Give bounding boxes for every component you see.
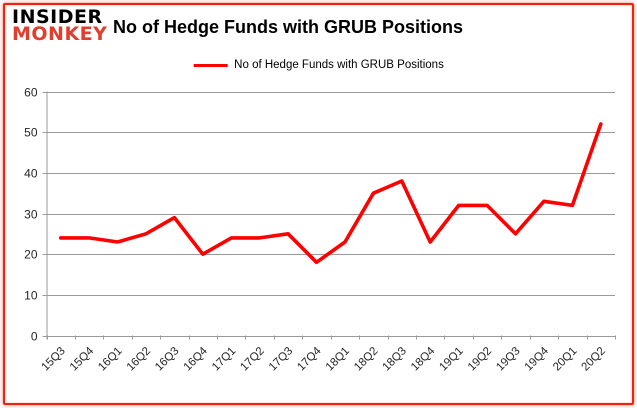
x-tick-label: 19Q1 (437, 345, 465, 373)
x-axis-labels: 15Q3 15Q4 16Q1 16Q2 16Q3 16Q4 17Q1 17Q2 17Q3 17Q4… (39, 345, 607, 374)
x-tick-label: 16Q1 (96, 345, 124, 373)
gridlines (42, 92, 615, 337)
x-tick-label: 19Q2 (466, 345, 494, 373)
x-tick-label: 17Q1 (210, 345, 238, 373)
x-tick-label: 19Q4 (523, 345, 552, 374)
y-tick-label: 0 (31, 330, 38, 344)
x-tick-label: 20Q1 (551, 345, 579, 373)
insider-monkey-logo: INSIDER MONKEY (12, 6, 108, 46)
x-tick-label: 18Q3 (381, 345, 409, 373)
legend-line-swatch (193, 63, 228, 67)
x-tick-label: 16Q4 (182, 345, 211, 374)
y-tick-label: 50 (24, 126, 38, 140)
legend-label: No of Hedge Funds with GRUB Positions (234, 59, 444, 71)
logo-line-insider: INSIDER (12, 6, 103, 28)
x-tick-label: 20Q2 (580, 345, 608, 373)
x-tick-label: 17Q3 (267, 345, 295, 373)
y-tick-label: 40 (24, 167, 38, 181)
x-tick-label: 16Q3 (153, 345, 181, 373)
x-tick-label: 16Q2 (125, 345, 153, 373)
y-tick-label: 20 (24, 248, 38, 262)
x-tick-label: 17Q2 (238, 345, 266, 373)
chart-title: No of Hedge Funds with GRUB Positions (113, 17, 463, 37)
x-tick-label: 18Q1 (324, 345, 352, 373)
y-tick-label: 30 (24, 208, 38, 222)
x-tick-label: 15Q3 (39, 345, 67, 373)
x-axis-ticks (47, 335, 616, 340)
x-tick-label: 15Q4 (68, 345, 97, 374)
logo-line-monkey: MONKEY (12, 23, 108, 46)
chart-legend: No of Hedge Funds with GRUB Positions (193, 59, 444, 71)
y-tick-label: 60 (24, 86, 38, 100)
x-tick-label: 18Q4 (409, 345, 438, 374)
y-axis-labels: 0 10 20 30 40 50 60 (24, 86, 38, 344)
x-tick-label: 18Q2 (352, 345, 380, 373)
x-tick-label: 17Q4 (295, 345, 324, 374)
y-tick-label: 10 (24, 289, 38, 303)
series-line (58, 122, 603, 265)
x-tick-label: 19Q3 (494, 345, 522, 373)
